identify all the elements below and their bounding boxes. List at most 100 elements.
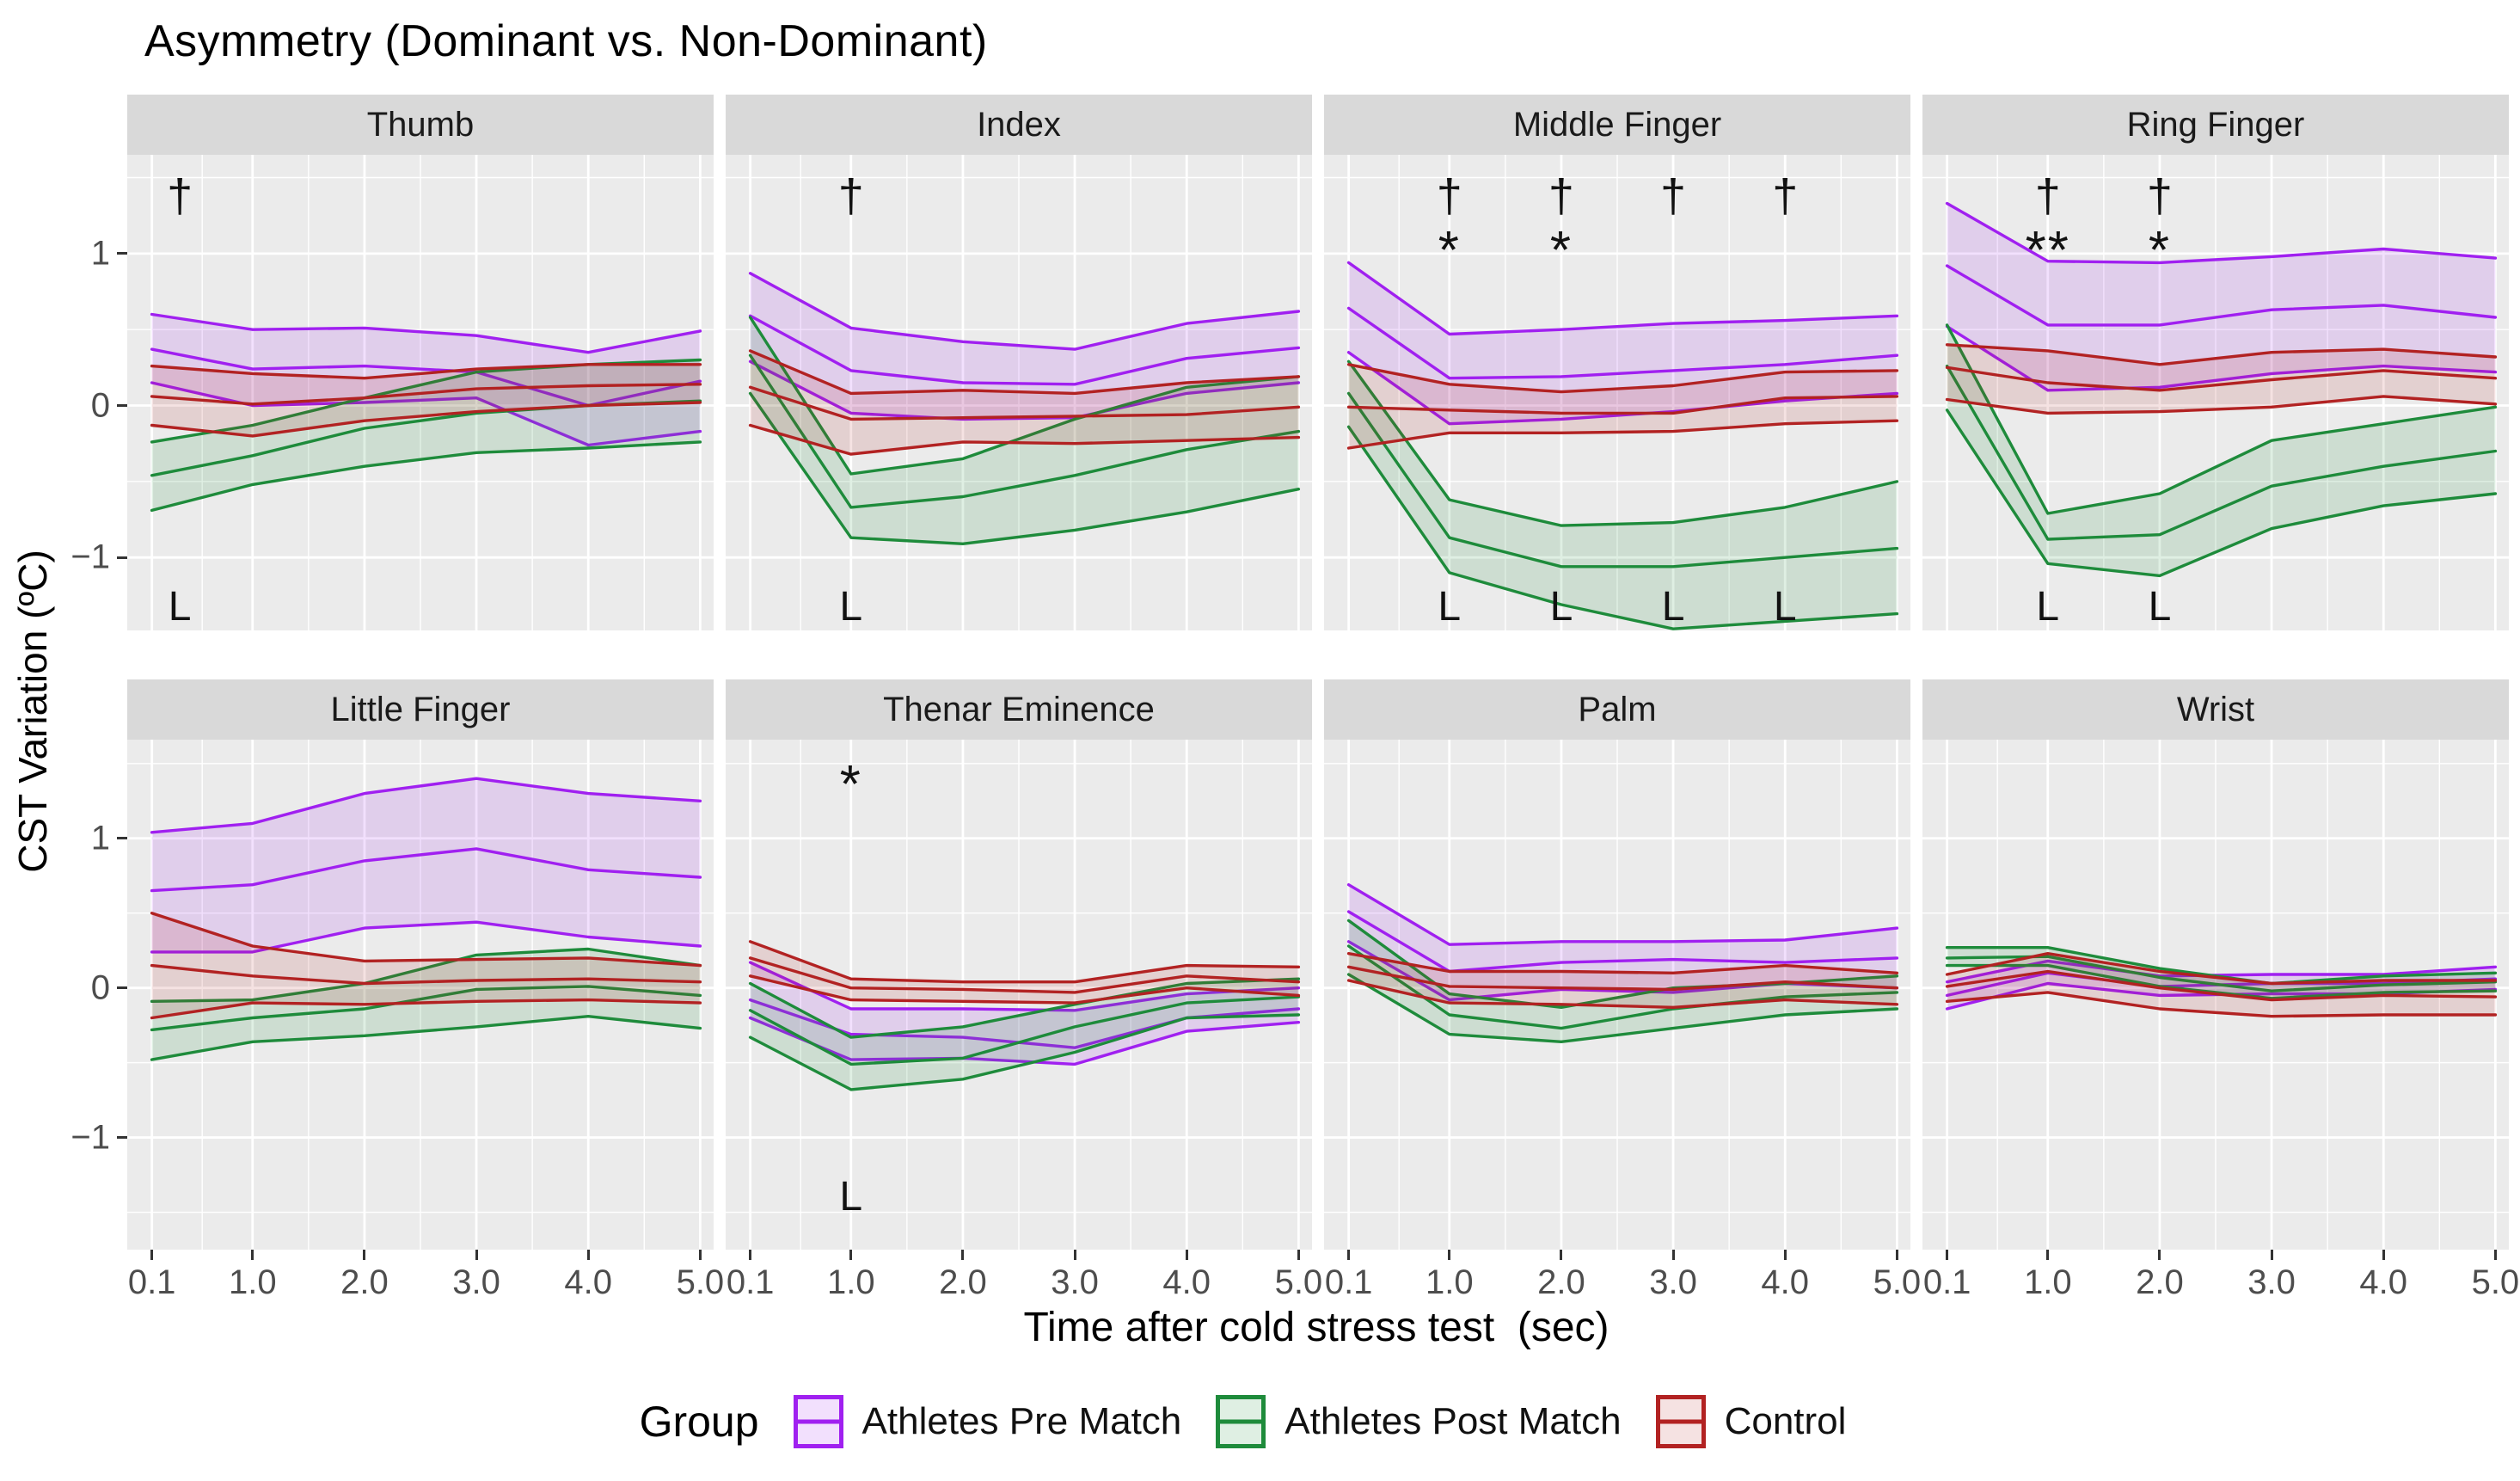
legend-item-athletes-post-match: Athletes Post Match	[1216, 1395, 1622, 1448]
x-tick-mark	[1671, 1250, 1675, 1260]
facet-strip-palm: Palm	[1324, 679, 1910, 740]
line-post-upper-little-finger	[150, 947, 702, 1003]
legend: Group Athletes Pre Match Athletes Post Ma…	[0, 1374, 2520, 1469]
l-annotation: L	[2036, 584, 2060, 630]
line-pre-mean-thumb	[150, 347, 702, 408]
line-control-upper-index	[748, 349, 1301, 396]
ribbon-post-little-finger	[151, 949, 701, 1060]
line-control-lower-thenar-eminence	[748, 974, 1301, 1005]
x-tick-label: 1.0	[1425, 1263, 1474, 1301]
ribbon-control-thumb	[151, 364, 701, 436]
line-control-mean-index	[748, 385, 1301, 421]
legend-swatch-midline	[1659, 1419, 1701, 1424]
ribbon-post-thumb	[151, 359, 701, 511]
x-tick-label: 1.0	[826, 1263, 875, 1301]
ribbon-control-ring-finger	[1947, 344, 2496, 414]
y-tick-label: −1	[71, 1118, 110, 1157]
star-annotation: *	[2148, 221, 2171, 281]
x-tick-label: 0.1	[1324, 1263, 1373, 1301]
x-tick-label: 5.0	[676, 1263, 725, 1301]
ribbon-pre-ring-finger	[1947, 203, 2496, 390]
star-annotation: *	[1549, 221, 1573, 281]
x-tick-label: 3.0	[1649, 1263, 1697, 1301]
ribbon-pre-thumb	[151, 314, 701, 446]
x-tick-label: 2.0	[939, 1263, 987, 1301]
y-tick-label: 0	[90, 386, 110, 425]
x-tick-label: 5.0	[2471, 1263, 2520, 1301]
x-tick-mark	[150, 1250, 154, 1260]
x-tick-label: 2.0	[340, 1263, 389, 1301]
line-pre-mean-index	[748, 314, 1301, 386]
x-tick-label: 3.0	[452, 1263, 500, 1301]
line-control-mean-wrist	[1945, 969, 2498, 1002]
line-post-upper-index	[748, 316, 1301, 476]
line-control-upper-palm	[1346, 951, 1899, 974]
line-pre-upper-thenar-eminence	[748, 961, 1301, 1012]
x-tick-mark	[1347, 1250, 1351, 1260]
line-pre-upper-index	[748, 272, 1301, 351]
line-control-mean-ring-finger	[1945, 366, 2498, 392]
facet-strip-ring-finger: Ring Finger	[1922, 95, 2509, 155]
facet-plot-ring-finger	[1922, 155, 2509, 630]
line-post-lower-index	[748, 391, 1301, 545]
l-annotation: L	[839, 1174, 863, 1220]
ribbon-pre-little-finger	[151, 778, 701, 952]
line-pre-lower-index	[748, 359, 1301, 421]
ribbon-post-palm	[1348, 920, 1898, 1042]
ribbon-control-palm	[1348, 953, 1898, 1008]
line-post-upper-thenar-eminence	[748, 977, 1301, 1039]
y-tick-mark	[117, 404, 127, 408]
x-tick-label: 4.0	[1761, 1263, 1810, 1301]
x-tick-mark	[2493, 1250, 2497, 1260]
ribbon-control-index	[750, 350, 1299, 455]
x-tick-label: 5.0	[1873, 1263, 1922, 1301]
ribbon-control-middle-finger	[1348, 364, 1898, 448]
legend-title: Group	[639, 1398, 759, 1446]
line-pre-upper-ring-finger	[1945, 201, 2498, 265]
line-pre-mean-ring-finger	[1945, 264, 2498, 327]
line-pre-lower-thenar-eminence	[748, 1016, 1301, 1066]
facet-strip-thumb: Thumb	[127, 95, 714, 155]
x-tick-label: 0.1	[1922, 1263, 1971, 1301]
x-tick-label: 2.0	[2136, 1263, 2184, 1301]
facet-plot-index	[726, 155, 1312, 630]
y-tick-label: 1	[90, 819, 110, 857]
l-annotation: L	[1549, 584, 1573, 630]
x-tick-mark	[475, 1250, 478, 1260]
line-post-mean-middle-finger	[1346, 391, 1899, 568]
line-control-lower-index	[748, 423, 1301, 456]
line-pre-upper-middle-finger	[1346, 261, 1899, 336]
x-tick-label: 0.1	[127, 1263, 176, 1301]
legend-swatch-midline	[1220, 1419, 1262, 1424]
y-tick-label: 1	[90, 234, 110, 273]
ribbon-post-middle-finger	[1348, 361, 1898, 630]
ribbon-post-index	[750, 317, 1299, 544]
facet-plot-middle-finger	[1324, 155, 1910, 630]
x-tick-label: 5.0	[1274, 1263, 1323, 1301]
l-annotation: L	[1773, 584, 1797, 630]
dagger-annotation: †	[167, 169, 193, 222]
star-annotation: *	[1438, 221, 1461, 281]
x-tick-mark	[1185, 1250, 1188, 1260]
x-tick-mark	[2270, 1250, 2273, 1260]
facet-strip-wrist: Wrist	[1922, 679, 2509, 740]
y-tick-mark	[117, 1136, 127, 1140]
y-tick-label: −1	[71, 538, 110, 576]
x-tick-mark	[1560, 1250, 1563, 1260]
x-tick-mark	[849, 1250, 853, 1260]
star-annotation: **	[2025, 221, 2070, 281]
facet-strip-index: Index	[726, 95, 1312, 155]
x-tick-mark	[1073, 1250, 1076, 1260]
line-pre-upper-thumb	[150, 312, 702, 354]
y-tick-mark	[117, 252, 127, 255]
line-post-lower-thenar-eminence	[748, 1013, 1301, 1091]
line-post-mean-index	[748, 353, 1301, 509]
facet-title: Thenar Eminence	[883, 690, 1155, 728]
line-control-lower-middle-finger	[1346, 419, 1899, 450]
x-tick-mark	[961, 1250, 965, 1260]
x-tick-label: 3.0	[1051, 1263, 1099, 1301]
facet-plot-wrist	[1922, 740, 2509, 1250]
legend-swatch-pre	[793, 1395, 843, 1448]
x-tick-mark	[2382, 1250, 2385, 1260]
